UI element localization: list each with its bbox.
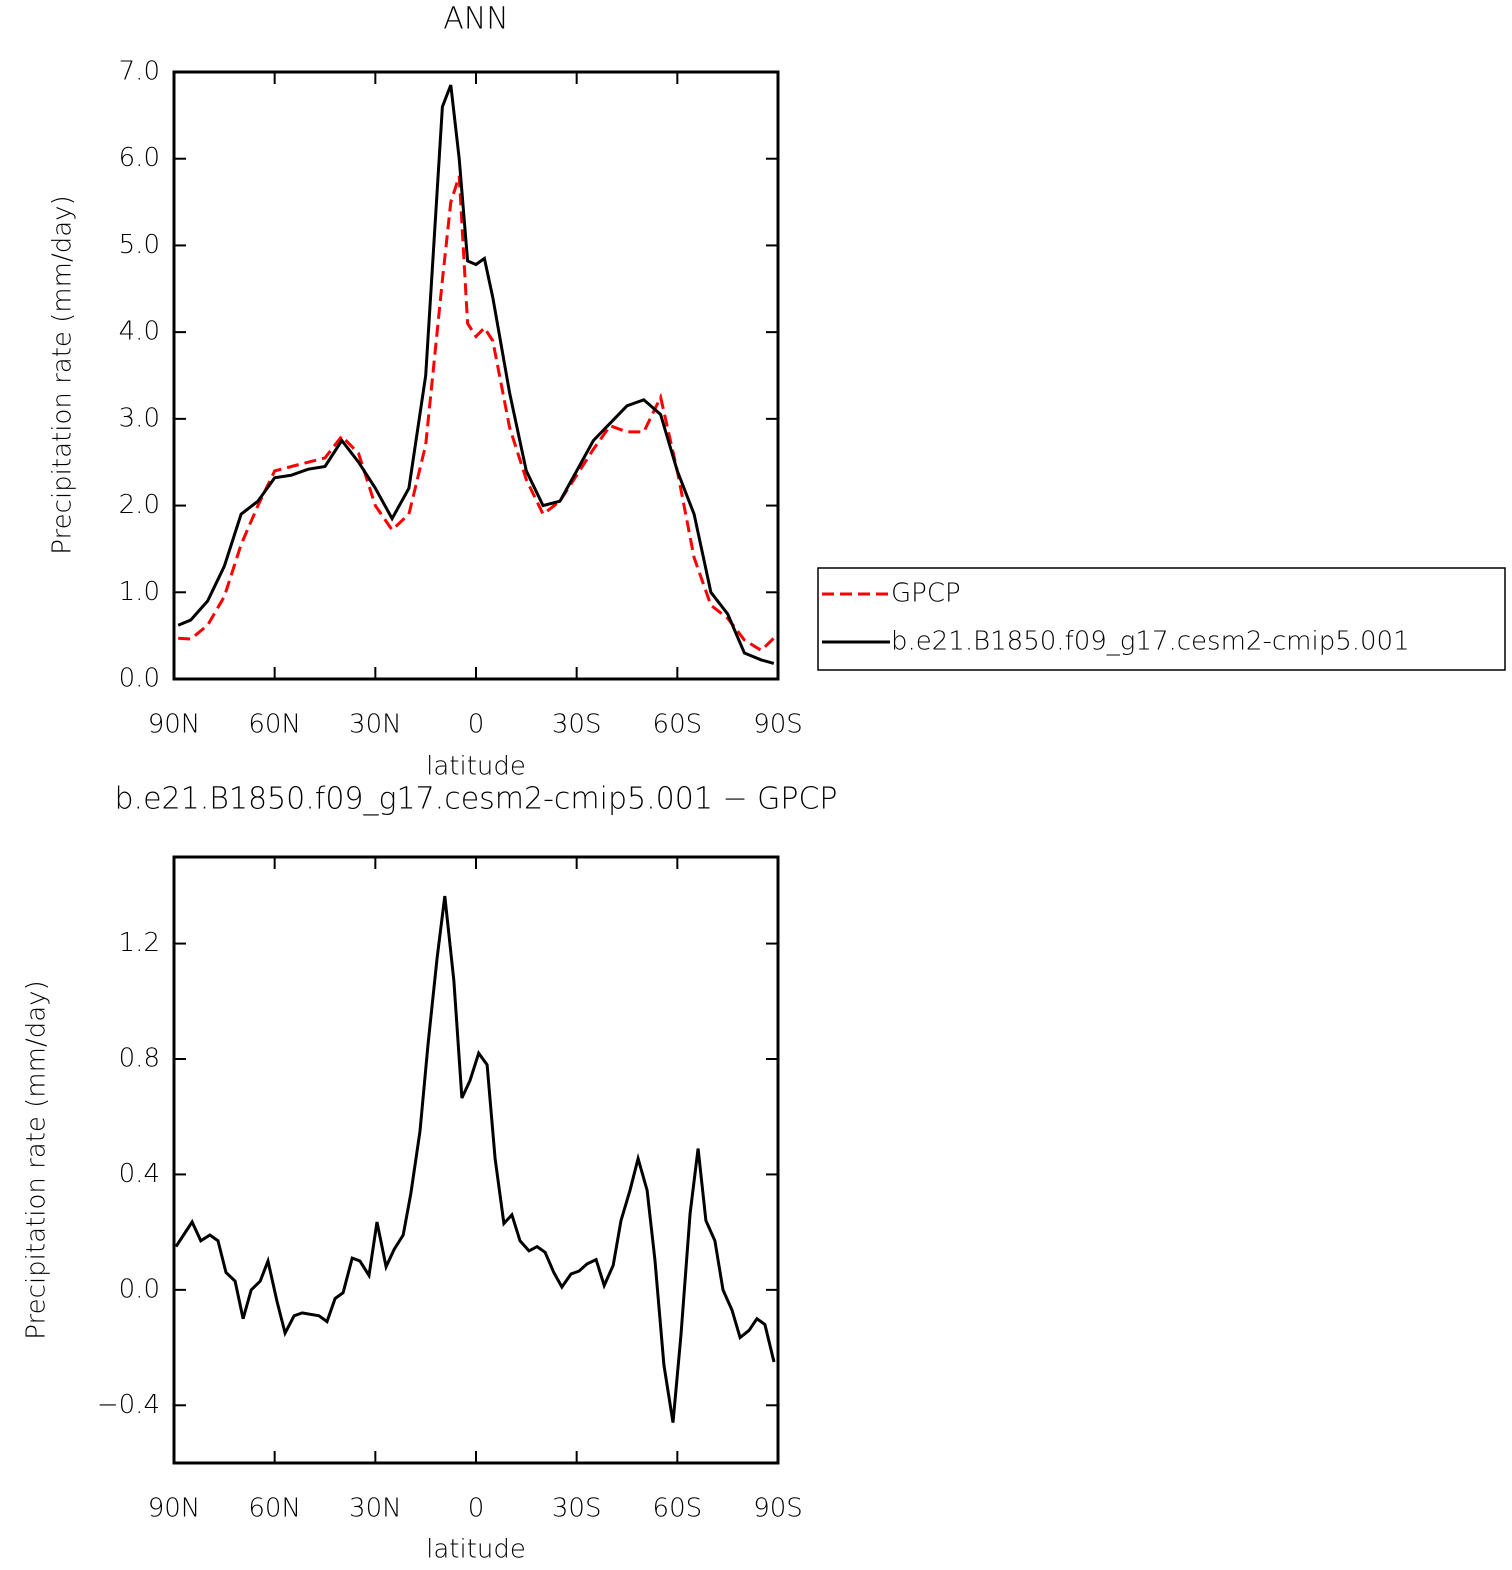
y-tick-label: 3.0: [119, 403, 160, 433]
y-tick-label: 6.0: [119, 143, 160, 173]
y-axis-label: Precipitation rate (mm/day): [22, 980, 52, 1339]
data-line: [178, 175, 775, 653]
y-tick-label: 1.0: [119, 577, 160, 607]
x-tick-label: 30S: [552, 1494, 602, 1524]
x-tick-label: 0: [468, 1494, 485, 1524]
x-axis-label: latitude: [426, 1535, 526, 1565]
x-tick-label: 0: [468, 710, 485, 740]
y-tick-label: 0.0: [119, 664, 160, 694]
y-tick-label: 2.0: [119, 490, 160, 520]
y-tick-label: 0.0: [119, 1274, 160, 1304]
legend-label: GPCP: [891, 579, 961, 609]
x-tick-label: 60S: [653, 710, 703, 740]
y-tick-label: 0.8: [119, 1044, 160, 1074]
x-tick-label: 90S: [753, 1494, 803, 1524]
y-tick-label: 4.0: [119, 317, 160, 347]
x-axis-label: latitude: [426, 752, 526, 782]
x-tick-label: 30N: [349, 1494, 402, 1524]
x-tick-label: 60N: [248, 710, 301, 740]
chart-title: ANN: [443, 2, 508, 37]
plot-frame: [172, 855, 780, 1465]
y-tick-label: 7.0: [119, 57, 160, 87]
x-tick-label: 30N: [349, 710, 402, 740]
y-tick-label: −0.4: [97, 1390, 160, 1420]
plot-frame: [172, 70, 780, 681]
y-axis-label: Precipitation rate (mm/day): [48, 195, 78, 554]
chart-title: b.e21.B1850.f09_g17.cesm2-cmip5.001 − GP…: [114, 782, 837, 817]
x-tick-label: 60N: [248, 1494, 301, 1524]
y-tick-label: 1.2: [119, 928, 160, 958]
legend-label: b.e21.B1850.f09_g17.cesm2-cmip5.001: [891, 627, 1410, 657]
x-tick-label: 90N: [148, 710, 201, 740]
x-tick-label: 30S: [552, 710, 602, 740]
x-tick-label: 90S: [753, 710, 803, 740]
x-tick-label: 60S: [653, 1494, 703, 1524]
x-tick-label: 90N: [148, 1494, 201, 1524]
legend-box: [817, 567, 1506, 671]
y-tick-label: 5.0: [119, 230, 160, 260]
data-line: [177, 84, 775, 665]
y-tick-label: 0.4: [119, 1159, 160, 1189]
data-line: [174, 895, 776, 1423]
